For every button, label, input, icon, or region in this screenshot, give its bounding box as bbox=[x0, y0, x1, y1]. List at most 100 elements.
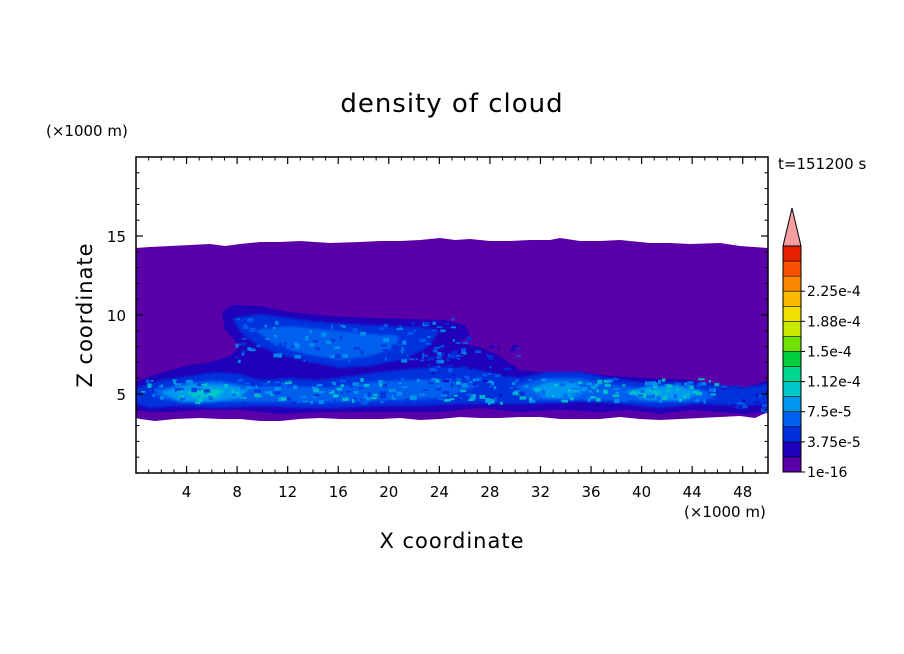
speckle bbox=[447, 381, 455, 385]
speckle bbox=[427, 363, 431, 368]
speckle bbox=[354, 335, 358, 340]
speckle bbox=[721, 387, 727, 390]
speckle bbox=[755, 401, 761, 404]
speckle bbox=[444, 399, 447, 402]
speckle bbox=[428, 356, 435, 360]
speckle bbox=[588, 390, 592, 393]
speckle bbox=[383, 324, 388, 328]
speckle bbox=[678, 398, 682, 403]
colorbar-swatch bbox=[783, 441, 801, 458]
speckle bbox=[698, 378, 705, 381]
speckle bbox=[470, 395, 476, 400]
speckle bbox=[468, 398, 475, 402]
speckle bbox=[487, 355, 495, 360]
speckle bbox=[456, 354, 463, 357]
speckle bbox=[224, 383, 229, 388]
colorbar-label: 1.5e-4 bbox=[807, 344, 852, 360]
speckle bbox=[573, 391, 576, 395]
speckle bbox=[519, 396, 527, 400]
speckle bbox=[678, 392, 682, 395]
speckle bbox=[640, 398, 643, 401]
speckle bbox=[497, 346, 500, 350]
speckle bbox=[563, 393, 568, 398]
speckle bbox=[434, 399, 437, 404]
speckle bbox=[682, 395, 690, 399]
speckle bbox=[368, 392, 371, 397]
speckle bbox=[612, 390, 617, 394]
speckle bbox=[239, 386, 246, 390]
colorbar-swatch bbox=[783, 276, 801, 292]
speckle bbox=[398, 382, 402, 385]
speckle bbox=[436, 352, 441, 356]
speckle bbox=[323, 397, 327, 402]
speckle bbox=[196, 399, 203, 402]
speckle bbox=[568, 379, 576, 383]
speckle bbox=[380, 401, 384, 404]
speckle bbox=[320, 332, 327, 337]
speckle bbox=[613, 398, 620, 404]
speckle bbox=[209, 392, 214, 397]
speckle bbox=[265, 338, 270, 340]
speckle bbox=[482, 373, 487, 377]
speckle bbox=[487, 373, 492, 375]
speckle bbox=[659, 399, 663, 403]
speckle bbox=[622, 384, 626, 387]
speckle bbox=[452, 350, 458, 354]
speckle bbox=[282, 346, 286, 350]
speckle bbox=[488, 401, 491, 405]
speckle bbox=[420, 359, 425, 362]
speckle bbox=[345, 390, 352, 393]
speckle bbox=[495, 374, 501, 377]
colorbar-label: 3.75e-5 bbox=[807, 435, 861, 451]
speckle bbox=[181, 388, 185, 390]
speckle bbox=[437, 359, 445, 364]
speckle bbox=[753, 393, 756, 397]
speckle bbox=[425, 342, 432, 345]
colorbar-extend-arrow bbox=[782, 207, 802, 247]
colorbar-swatch bbox=[783, 291, 801, 307]
speckle bbox=[303, 359, 306, 362]
colorbar-swatch bbox=[783, 366, 801, 382]
speckle bbox=[751, 388, 754, 392]
speckle bbox=[513, 364, 517, 367]
speckle bbox=[150, 379, 154, 382]
speckle bbox=[371, 357, 376, 360]
speckle bbox=[298, 397, 305, 401]
speckle bbox=[424, 354, 428, 357]
speckle bbox=[592, 386, 597, 389]
speckle bbox=[287, 329, 290, 334]
speckle bbox=[690, 398, 698, 401]
speckle bbox=[533, 380, 541, 383]
speckle bbox=[475, 380, 480, 385]
speckle bbox=[761, 404, 768, 408]
speckle bbox=[251, 382, 259, 386]
speckle bbox=[285, 381, 292, 385]
x-unit-label: (×1000 m) bbox=[684, 503, 766, 521]
speckle bbox=[475, 350, 481, 354]
speckle bbox=[739, 407, 744, 410]
speckle bbox=[453, 363, 461, 368]
colorbar-swatch bbox=[783, 351, 801, 367]
speckle bbox=[419, 380, 427, 384]
speckle bbox=[293, 385, 298, 389]
speckle bbox=[409, 396, 417, 401]
speckle bbox=[449, 398, 455, 401]
speckle bbox=[649, 394, 656, 399]
speckle bbox=[397, 329, 404, 333]
speckle bbox=[440, 329, 446, 333]
y-axis-label: Z coordinate bbox=[73, 242, 97, 387]
speckle bbox=[509, 349, 515, 353]
speckle bbox=[638, 394, 644, 398]
speckle bbox=[591, 392, 595, 396]
speckle bbox=[489, 365, 492, 369]
speckle bbox=[580, 391, 584, 394]
speckle bbox=[153, 383, 159, 388]
speckle bbox=[400, 359, 408, 363]
speckle bbox=[560, 390, 566, 393]
speckle bbox=[274, 381, 281, 384]
speckle bbox=[407, 332, 414, 335]
speckle bbox=[239, 398, 245, 402]
speckle bbox=[635, 390, 641, 393]
speckle bbox=[664, 384, 668, 387]
